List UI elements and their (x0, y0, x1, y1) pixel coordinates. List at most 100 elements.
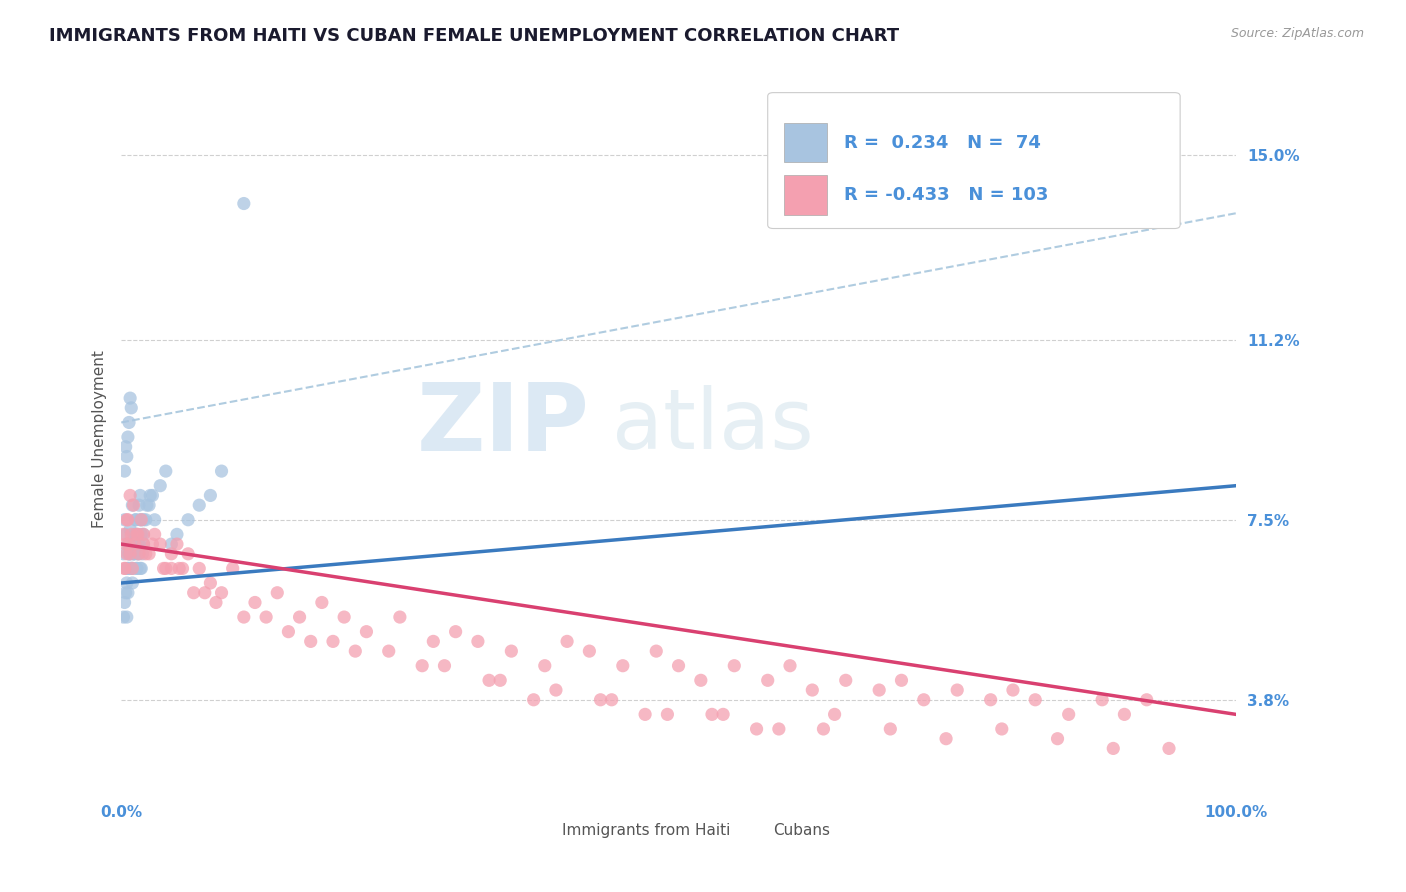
Point (555, 634, 578, 648)
Point (115, 450, 138, 464)
Point (768, 722, 790, 736)
Point (127, 527, 149, 541)
Point (288, 610, 311, 624)
Point (141, 488, 163, 502)
Point (124, 527, 146, 541)
Point (533, 658, 555, 673)
Point (167, 561, 190, 575)
Point (125, 513, 148, 527)
Point (143, 527, 166, 541)
Point (135, 513, 157, 527)
Point (200, 488, 222, 502)
Y-axis label: Female Unemployment: Female Unemployment (93, 351, 107, 528)
Point (879, 722, 901, 736)
Point (578, 644, 600, 658)
Point (433, 658, 456, 673)
Point (118, 547, 141, 561)
Point (254, 610, 277, 624)
Point (128, 537, 150, 551)
Point (277, 624, 299, 639)
Point (131, 547, 153, 561)
Point (243, 595, 266, 609)
Point (129, 488, 152, 502)
Point (200, 576, 222, 591)
Point (125, 527, 148, 541)
Point (121, 561, 143, 575)
Point (125, 527, 148, 541)
Point (657, 707, 679, 722)
Point (125, 561, 148, 575)
Point (114, 561, 136, 575)
Point (132, 527, 155, 541)
Point (149, 479, 172, 493)
Point (129, 561, 152, 575)
Point (1136, 693, 1159, 707)
Point (991, 722, 1014, 736)
Point (114, 595, 136, 609)
Point (124, 537, 146, 551)
Point (689, 673, 711, 688)
Point (183, 586, 205, 600)
Point (1102, 741, 1125, 756)
Point (121, 537, 143, 551)
Point (120, 547, 142, 561)
Point (117, 430, 139, 444)
Point (114, 440, 136, 454)
Point (125, 527, 148, 541)
Point (1057, 707, 1080, 722)
Point (868, 683, 890, 698)
Point (668, 658, 690, 673)
Point (155, 561, 177, 575)
Text: R = -0.433   N = 103: R = -0.433 N = 103 (844, 186, 1047, 204)
Text: IMMIGRANTS FROM HAITI VS CUBAN FEMALE UNEMPLOYMENT CORRELATION CHART: IMMIGRANTS FROM HAITI VS CUBAN FEMALE UN… (49, 27, 900, 45)
Point (121, 561, 143, 575)
Point (120, 523, 142, 537)
Point (117, 586, 139, 600)
Point (127, 547, 149, 561)
Point (589, 693, 612, 707)
Point (211, 586, 233, 600)
Point (117, 513, 139, 527)
Point (129, 513, 152, 527)
Point (120, 401, 142, 415)
Point (112, 610, 135, 624)
Point (115, 576, 138, 591)
Point (125, 561, 148, 575)
Point (128, 498, 150, 512)
Point (177, 513, 200, 527)
Point (117, 537, 139, 551)
Point (890, 673, 912, 688)
Point (128, 547, 150, 561)
Point (115, 513, 138, 527)
Point (160, 547, 183, 561)
Point (700, 707, 723, 722)
Point (645, 644, 668, 658)
Point (138, 498, 160, 512)
Point (299, 634, 322, 648)
Point (125, 513, 148, 527)
Point (172, 561, 194, 575)
Text: Source: ZipAtlas.com: Source: ZipAtlas.com (1230, 27, 1364, 40)
Point (121, 498, 143, 512)
Point (118, 547, 141, 561)
Point (912, 693, 935, 707)
Point (132, 537, 155, 551)
Point (112, 547, 135, 561)
Point (478, 673, 501, 688)
Point (138, 547, 160, 561)
FancyBboxPatch shape (728, 820, 759, 841)
Point (127, 537, 149, 551)
Point (266, 586, 288, 600)
Point (132, 537, 155, 551)
Point (141, 537, 163, 551)
Point (813, 722, 835, 736)
FancyBboxPatch shape (785, 123, 827, 162)
Point (121, 576, 143, 591)
Point (132, 527, 155, 541)
Point (114, 537, 136, 551)
Point (115, 610, 138, 624)
Point (356, 624, 378, 639)
Point (129, 513, 152, 527)
Point (124, 547, 146, 561)
Point (135, 547, 157, 561)
